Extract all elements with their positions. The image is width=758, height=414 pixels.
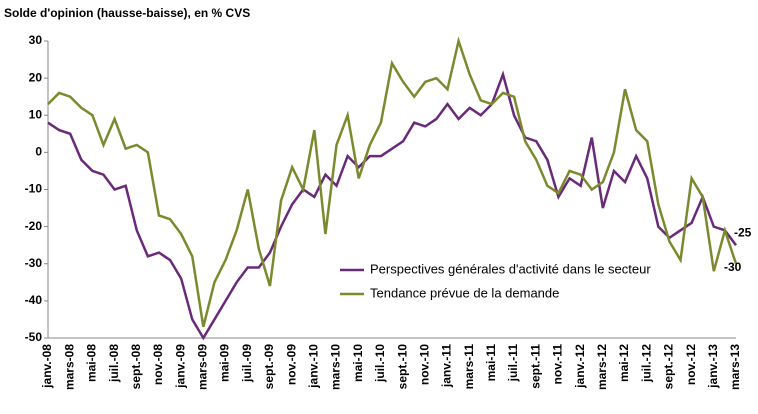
data-label: -30 <box>724 260 742 274</box>
x-tick-label: nov.-08 <box>151 344 165 385</box>
x-tick-label: mai-09 <box>218 344 232 382</box>
legend-label: Perspectives générales d'activité dans l… <box>370 261 651 276</box>
x-tick-label: mars-12 <box>595 344 609 390</box>
x-tick-label: mars-11 <box>462 344 476 390</box>
x-tick-label: mai-12 <box>617 344 631 382</box>
x-tick-label: juil.-12 <box>639 344 653 383</box>
y-tick-label: 30 <box>29 33 43 47</box>
x-tick-label: juil.-08 <box>107 344 121 383</box>
x-tick-label: sept.-12 <box>662 344 676 390</box>
y-tick-label: -10 <box>25 182 43 196</box>
y-tick-label: -30 <box>25 256 43 270</box>
y-tick-label: 20 <box>29 70 43 84</box>
legend-label: Tendance prévue de la demande <box>370 285 559 300</box>
y-tick-label: -20 <box>25 219 43 233</box>
x-tick-label: sept.-08 <box>129 344 143 390</box>
x-tick-label: janv.-09 <box>173 344 187 389</box>
x-tick-label: janv.-10 <box>306 344 320 389</box>
data-label: -25 <box>734 225 752 239</box>
x-tick-label: janv.-11 <box>440 344 454 388</box>
x-tick-label: nov.-12 <box>684 344 698 385</box>
x-tick-label: sept.-11 <box>528 344 542 389</box>
x-tick-label: janv.-08 <box>40 344 54 389</box>
x-tick-label: mai-11 <box>484 344 498 382</box>
x-tick-label: juil.-10 <box>373 344 387 383</box>
x-tick-label: mars-08 <box>62 344 76 390</box>
y-tick-label: -50 <box>25 330 43 344</box>
series-line <box>47 70 738 341</box>
y-tick-label: 0 <box>35 145 42 159</box>
x-tick-label: janv.-12 <box>573 344 587 389</box>
y-tick-label: -40 <box>25 293 43 307</box>
x-tick-label: nov.-09 <box>284 344 298 385</box>
x-tick-label: mars-10 <box>329 344 343 390</box>
x-tick-label: sept.-09 <box>262 344 276 390</box>
x-tick-label: mars-09 <box>196 344 210 390</box>
x-tick-label: juil.-09 <box>240 344 254 383</box>
y-tick-label: 10 <box>29 107 43 121</box>
x-tick-label: nov.-11 <box>551 344 565 385</box>
x-tick-label: mai-10 <box>351 344 365 382</box>
series-line <box>47 36 738 328</box>
x-tick-label: mai-08 <box>85 344 99 382</box>
x-tick-label: sept.-10 <box>395 344 409 390</box>
x-tick-label: mars-13 <box>728 344 742 390</box>
x-tick-label: janv.-13 <box>706 344 720 389</box>
chart-title: Solde d'opinion (hausse-baisse), en % CV… <box>4 6 250 20</box>
x-tick-label: juil.-11 <box>506 344 520 383</box>
x-tick-label: nov.-10 <box>417 344 431 385</box>
